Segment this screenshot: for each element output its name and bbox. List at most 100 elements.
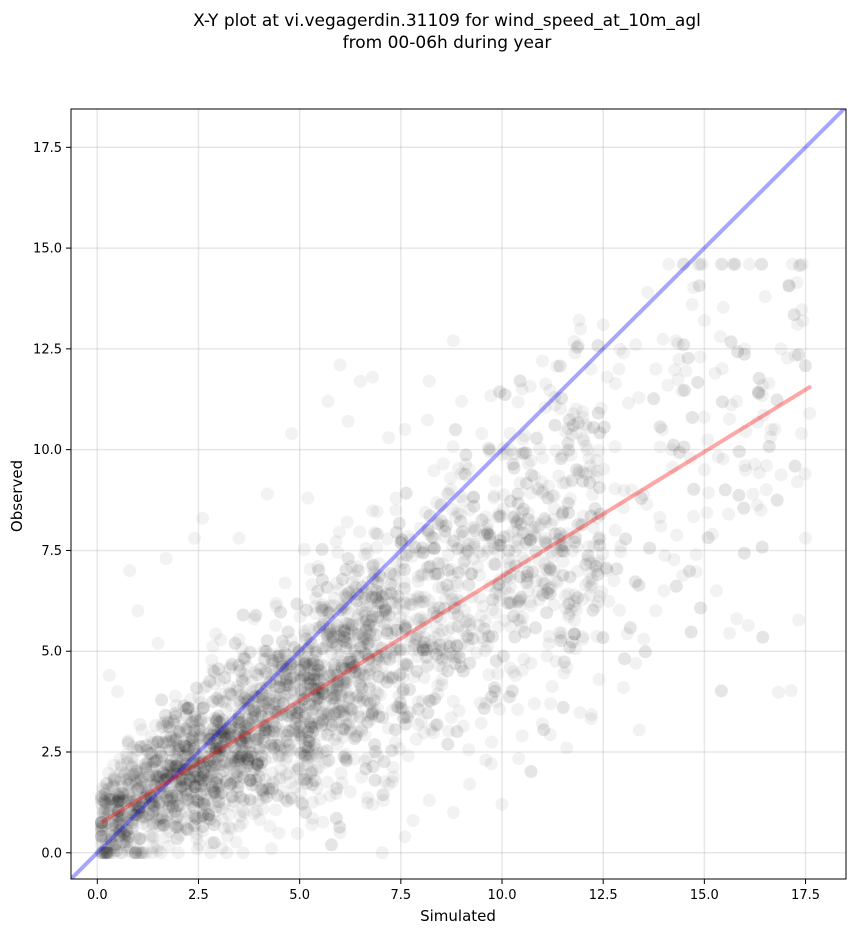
scatter-point-311 bbox=[566, 407, 580, 421]
scatter-point-1033 bbox=[327, 691, 341, 705]
scatter-point-440 bbox=[222, 680, 236, 693]
scatter-point-358 bbox=[135, 809, 149, 823]
scatter-point-672 bbox=[412, 643, 425, 657]
scatter-point-3255 bbox=[752, 386, 766, 400]
x-axis-label: Simulated bbox=[420, 907, 496, 925]
scatter-point-839 bbox=[100, 808, 114, 822]
scatter-point-2648 bbox=[694, 601, 708, 615]
scatter-point-2930 bbox=[334, 689, 348, 703]
scatter-point-801 bbox=[546, 513, 560, 527]
scatter-point-163 bbox=[311, 560, 325, 574]
scatter-point-3454 bbox=[705, 527, 719, 541]
scatter-point-1512 bbox=[223, 722, 237, 736]
scatter-point-110 bbox=[458, 547, 472, 561]
scatter-point-2845 bbox=[377, 755, 391, 769]
scatter-point-3437 bbox=[669, 334, 683, 348]
scatter-point-1442 bbox=[443, 640, 457, 653]
scatter-point-1209 bbox=[153, 819, 167, 833]
scatter-point-549 bbox=[389, 491, 403, 505]
scatter-point-3324 bbox=[326, 635, 340, 649]
scatter-point-42 bbox=[482, 444, 496, 458]
scatter-point-954 bbox=[177, 699, 191, 713]
scatter-point-238 bbox=[590, 464, 604, 478]
scatter-point-447 bbox=[137, 846, 150, 860]
scatter-point-2242 bbox=[190, 842, 204, 856]
scatter-point-3495 bbox=[536, 451, 549, 465]
scatter-point-1173 bbox=[432, 601, 446, 615]
scatter-point-3160 bbox=[223, 777, 237, 791]
scatter-point-3477 bbox=[333, 826, 347, 840]
scatter-point-1059 bbox=[384, 586, 398, 600]
scatter-point-3362 bbox=[517, 502, 531, 516]
scatter-point-111 bbox=[452, 704, 466, 718]
scatter-point-1086 bbox=[243, 773, 257, 787]
scatter-point-2260 bbox=[549, 444, 563, 458]
scatter-point-1047 bbox=[752, 385, 765, 399]
scatter-point-768 bbox=[170, 775, 184, 789]
scatter-point-184 bbox=[213, 715, 227, 729]
scatter-point-3420 bbox=[446, 334, 460, 348]
scatter-point-372 bbox=[371, 594, 385, 608]
scatter-point-10 bbox=[420, 660, 433, 673]
scatter-point-1446 bbox=[669, 579, 683, 593]
scatter-point-85 bbox=[327, 679, 340, 693]
scatter-point-3378 bbox=[391, 589, 405, 603]
scatter-point-1140 bbox=[97, 794, 111, 808]
scatter-point-906 bbox=[373, 688, 387, 702]
scatter-point-545 bbox=[95, 781, 109, 795]
scatter-point-1372 bbox=[461, 544, 475, 558]
scatter-point-345 bbox=[482, 668, 496, 682]
scatter-point-539 bbox=[158, 786, 172, 799]
scatter-point-117 bbox=[307, 720, 321, 734]
scatter-point-1082 bbox=[787, 308, 801, 322]
scatter-point-3430 bbox=[596, 318, 610, 332]
scatter-point-2936 bbox=[553, 359, 567, 373]
scatter-point-1058 bbox=[248, 762, 262, 776]
scatter-point-955 bbox=[260, 634, 274, 648]
scatter-point-1028 bbox=[312, 681, 326, 695]
scatter-point-1491 bbox=[297, 773, 311, 787]
scatter-point-2832 bbox=[618, 652, 631, 666]
scatter-point-1528 bbox=[553, 527, 567, 540]
scatter-point-78 bbox=[402, 529, 416, 543]
scatter-point-820 bbox=[726, 257, 740, 271]
scatter-point-280 bbox=[572, 313, 586, 327]
scatter-point-133 bbox=[180, 720, 194, 734]
scatter-point-935 bbox=[513, 570, 527, 584]
scatter-point-994 bbox=[463, 656, 477, 670]
scatter-point-396 bbox=[349, 729, 363, 743]
y-axis-label: Observed bbox=[8, 460, 26, 532]
scatter-point-489 bbox=[371, 610, 385, 624]
scatter-point-1158 bbox=[139, 762, 152, 776]
scatter-point-515 bbox=[139, 790, 153, 804]
scatter-point-1395 bbox=[411, 702, 425, 716]
scatter-point-1266 bbox=[264, 738, 278, 752]
scatter-point-35 bbox=[222, 762, 236, 776]
scatter-point-285 bbox=[365, 603, 379, 617]
scatter-point-1182 bbox=[229, 742, 243, 755]
scatter-point-2708 bbox=[678, 383, 691, 397]
scatter-point-1533 bbox=[737, 546, 751, 560]
scatter-point-600 bbox=[385, 596, 399, 609]
scatter-point-234 bbox=[361, 660, 375, 673]
scatter-point-496 bbox=[309, 763, 323, 777]
scatter-point-1339 bbox=[183, 773, 197, 787]
scatter-point-1226 bbox=[529, 545, 543, 559]
scatter-point-556 bbox=[386, 596, 400, 610]
scatter-point-1346 bbox=[342, 655, 356, 669]
scatter-point-1006 bbox=[188, 809, 202, 823]
scatter-point-3360 bbox=[507, 461, 521, 475]
scatter-point-359 bbox=[586, 488, 600, 502]
scatter-point-1386 bbox=[192, 756, 206, 770]
scatter-point-2806 bbox=[762, 440, 776, 453]
scatter-point-715 bbox=[311, 746, 325, 760]
scatter-point-450 bbox=[126, 768, 140, 782]
scatter-point-471 bbox=[528, 521, 542, 534]
scatter-point-368 bbox=[236, 725, 250, 739]
scatter-point-748 bbox=[590, 453, 604, 467]
scatter-point-82 bbox=[388, 590, 402, 604]
scatter-point-1893 bbox=[421, 413, 435, 427]
scatter-point-2248 bbox=[444, 711, 458, 725]
scatter-point-660 bbox=[364, 614, 377, 628]
scatter-point-190 bbox=[231, 680, 245, 694]
